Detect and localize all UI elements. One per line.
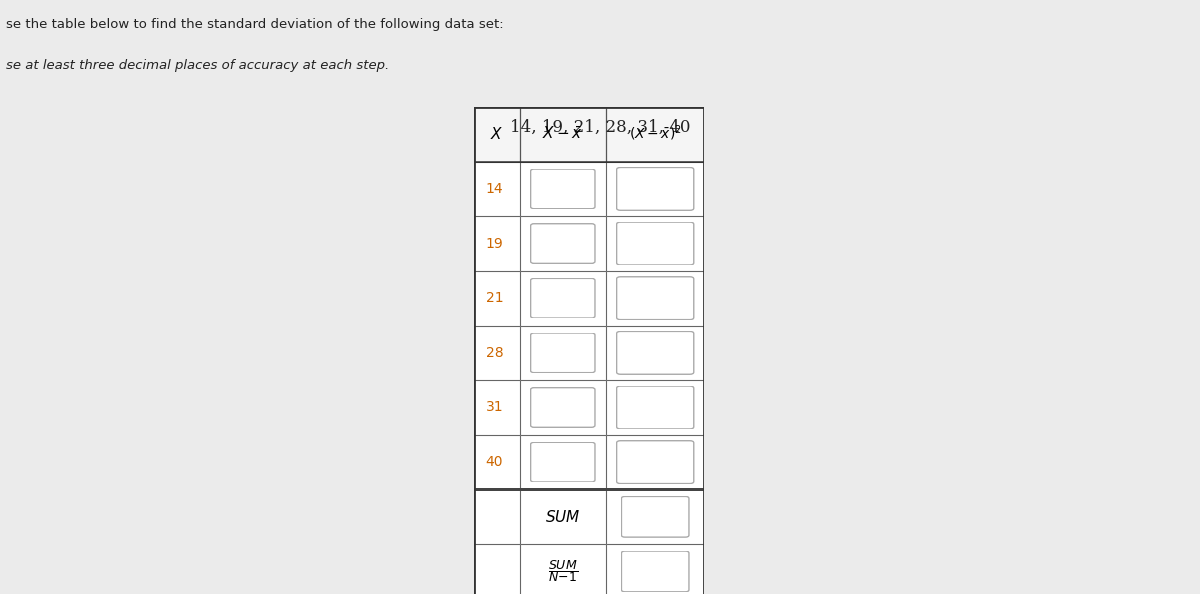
Text: $(\mathit{X} - \bar{\mathit{x}})^2$: $(\mathit{X} - \bar{\mathit{x}})^2$ (629, 124, 682, 143)
FancyBboxPatch shape (530, 279, 595, 318)
FancyBboxPatch shape (622, 497, 689, 537)
Text: 14, 19, 21, 28, 31, 40: 14, 19, 21, 28, 31, 40 (510, 119, 690, 136)
FancyBboxPatch shape (530, 388, 595, 427)
FancyBboxPatch shape (530, 333, 595, 372)
Text: $\mathit{SUM}$: $\mathit{SUM}$ (545, 509, 581, 525)
FancyBboxPatch shape (622, 551, 689, 592)
Text: 19: 19 (486, 236, 503, 251)
Text: 40: 40 (486, 455, 503, 469)
Text: se the table below to find the standard deviation of the following data set:: se the table below to find the standard … (6, 18, 504, 31)
FancyBboxPatch shape (530, 224, 595, 263)
Text: 28: 28 (486, 346, 503, 360)
FancyBboxPatch shape (617, 441, 694, 484)
FancyBboxPatch shape (530, 169, 595, 208)
FancyBboxPatch shape (617, 168, 694, 210)
Text: 31: 31 (486, 400, 503, 415)
Text: 21: 21 (486, 291, 503, 305)
Text: 14: 14 (486, 182, 503, 196)
FancyBboxPatch shape (617, 386, 694, 429)
FancyBboxPatch shape (530, 443, 595, 482)
Text: $\mathit{X} - \bar{\mathit{x}}$: $\mathit{X} - \bar{\mathit{x}}$ (542, 126, 583, 143)
Text: $\mathit{X}$: $\mathit{X}$ (490, 127, 504, 142)
FancyBboxPatch shape (617, 277, 694, 320)
Text: $\dfrac{SUM}{N\!-\!1}$: $\dfrac{SUM}{N\!-\!1}$ (547, 558, 578, 584)
Text: se at least three decimal places of accuracy at each step.: se at least three decimal places of accu… (6, 59, 389, 72)
FancyBboxPatch shape (617, 222, 694, 265)
FancyBboxPatch shape (617, 331, 694, 374)
